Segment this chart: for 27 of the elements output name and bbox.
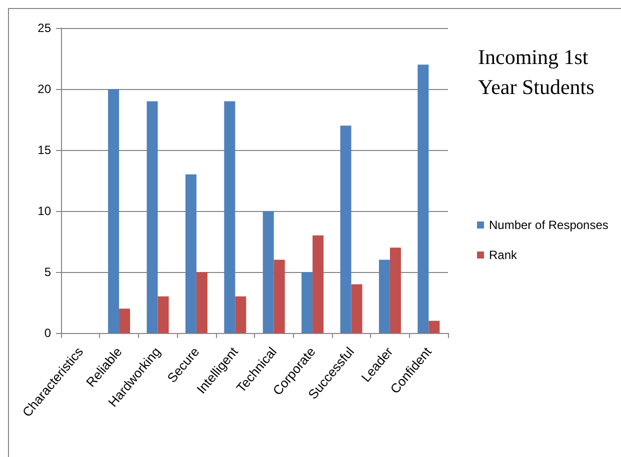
text: Incoming 1st Year Students: [478, 45, 594, 99]
bar: [146, 101, 158, 333]
bar: [108, 89, 120, 333]
y-tick-label: 25: [38, 21, 52, 35]
y-tick-label: 15: [38, 143, 52, 157]
bar: [340, 126, 352, 333]
y-tick-label: 0: [44, 326, 52, 340]
bar: [302, 272, 313, 333]
bar: [390, 248, 401, 333]
y-tick-label: 10: [38, 204, 52, 218]
bar: [262, 211, 274, 333]
bar: [119, 308, 130, 333]
y-tick-label: 5: [44, 265, 52, 279]
bar: [418, 64, 429, 333]
legend-label: Number of Responses: [489, 218, 608, 232]
bar: [158, 296, 169, 333]
bar: [378, 260, 390, 333]
bar: [428, 320, 440, 333]
bar: [235, 296, 246, 333]
y-tick-label: 20: [38, 82, 52, 96]
bar: [351, 284, 362, 333]
legend-label: Rank: [489, 248, 518, 262]
bar: [196, 272, 208, 333]
bar: [185, 174, 196, 333]
bar: [224, 101, 236, 333]
bar: [274, 260, 285, 333]
bar: [312, 235, 324, 333]
